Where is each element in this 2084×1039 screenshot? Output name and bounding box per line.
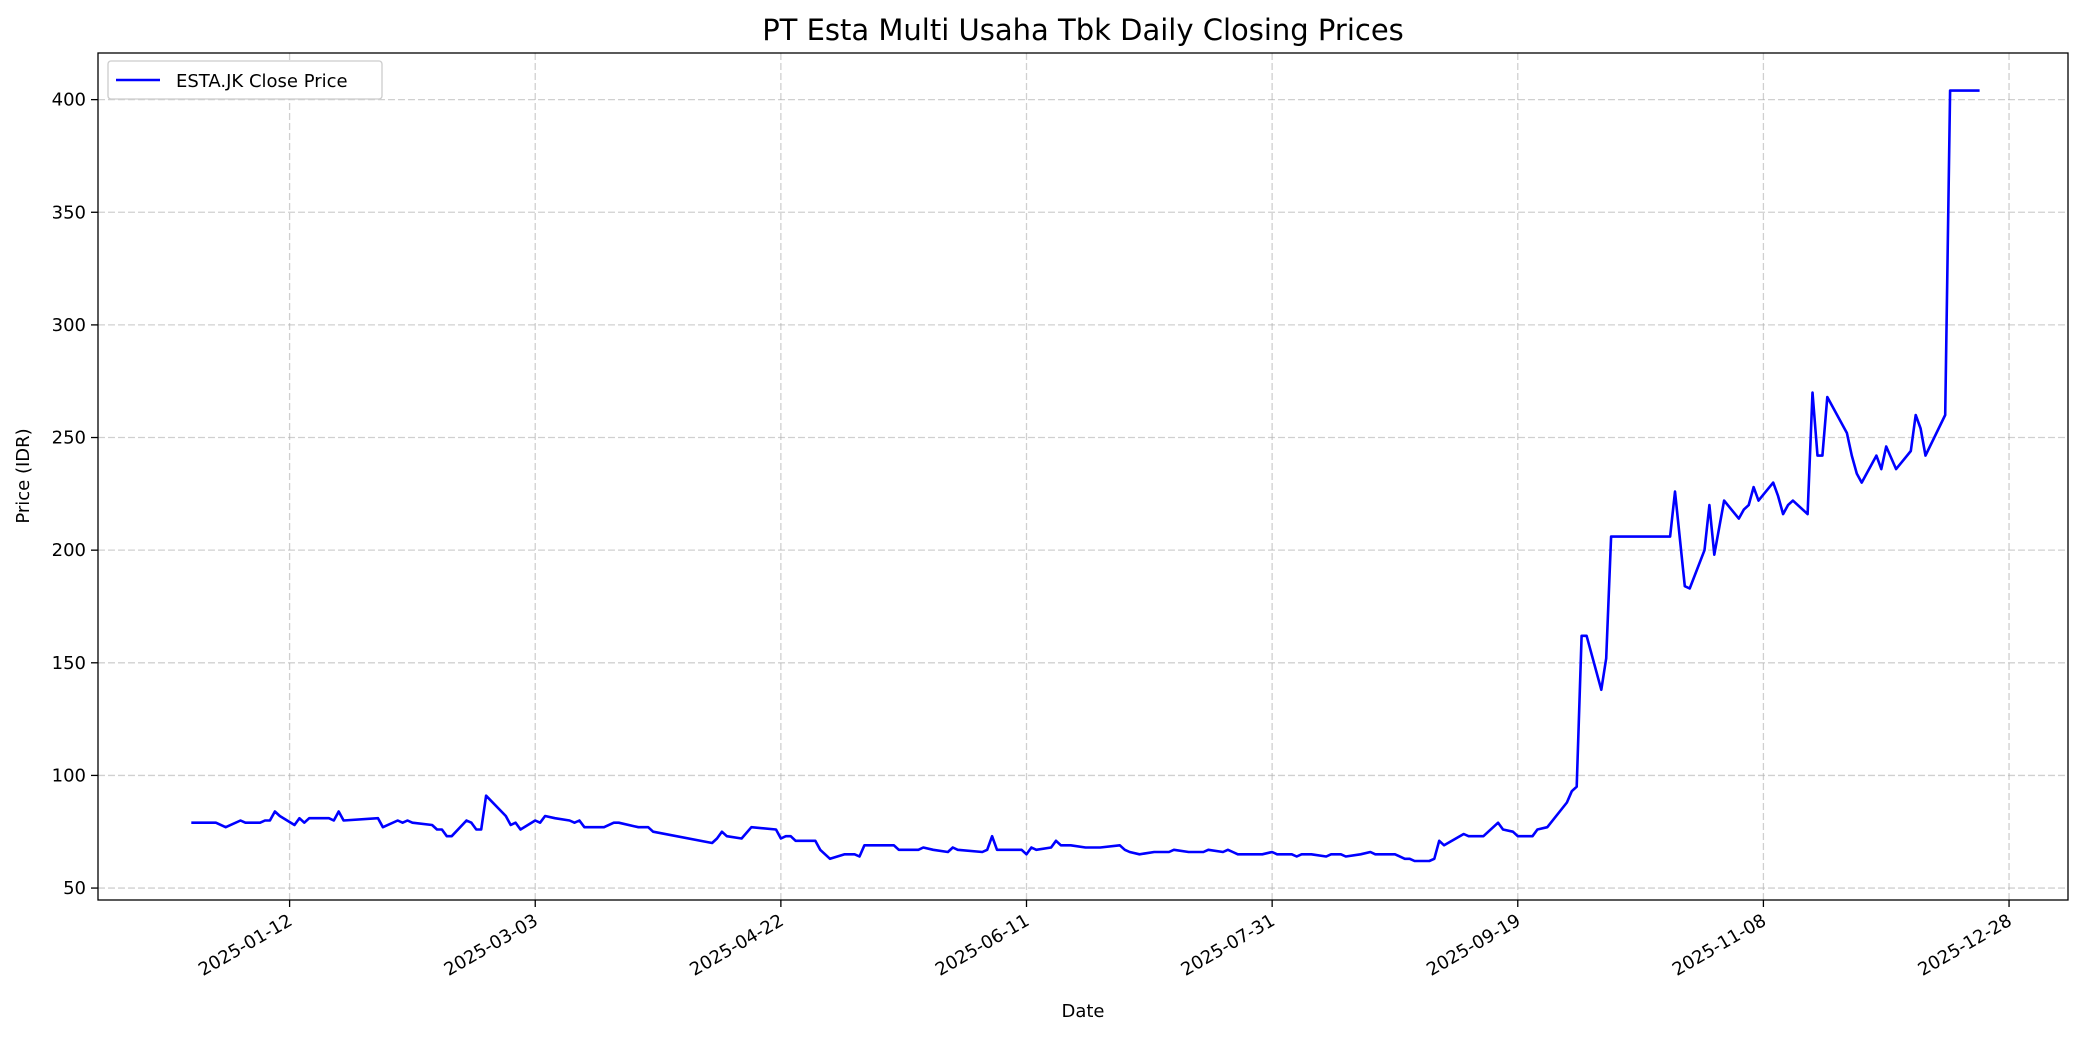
legend: ESTA.JK Close Price [107, 60, 383, 100]
y-tick-label: 250 [52, 428, 86, 449]
series-group [191, 89, 1980, 863]
y-tick-label: 300 [52, 315, 86, 336]
x-tick-label: 2025-01-12 [195, 910, 296, 980]
y-axis-ticks: 50 100 150 200 250 300 350 400 [52, 90, 98, 899]
x-axis-label: Date [1061, 1001, 1104, 1022]
legend-label: ESTA.JK Close Price [176, 71, 348, 92]
x-axis-ticks: 2025-01-12 2025-03-03 2025-04-22 2025-06-11… [195, 900, 2016, 981]
grid-lines [98, 53, 2068, 900]
y-tick-label: 400 [52, 90, 86, 111]
chart-title: PT Esta Multi Usaha Tbk Daily Closing Pr… [762, 13, 1404, 47]
x-tick-label: 2025-04-22 [686, 910, 787, 980]
y-tick-label: 50 [63, 878, 86, 899]
x-tick-label: 2025-07-31 [1178, 910, 1279, 980]
x-tick-label: 2025-12-28 [1914, 910, 2015, 980]
y-tick-label: 350 [52, 202, 86, 223]
plot-frame [97, 52, 2069, 901]
x-tick-label: 2025-09-19 [1423, 910, 1524, 980]
x-tick-label: 2025-03-03 [441, 910, 542, 980]
y-tick-label: 100 [52, 765, 86, 786]
y-tick-label: 150 [52, 653, 86, 674]
x-tick-label: 2025-11-08 [1669, 910, 1770, 980]
y-tick-label: 200 [52, 540, 86, 561]
series-line [191, 89, 1980, 863]
x-tick-label: 2025-06-11 [932, 910, 1033, 980]
legend-frame [107, 60, 383, 100]
y-axis-label: Price (IDR) [13, 428, 34, 523]
